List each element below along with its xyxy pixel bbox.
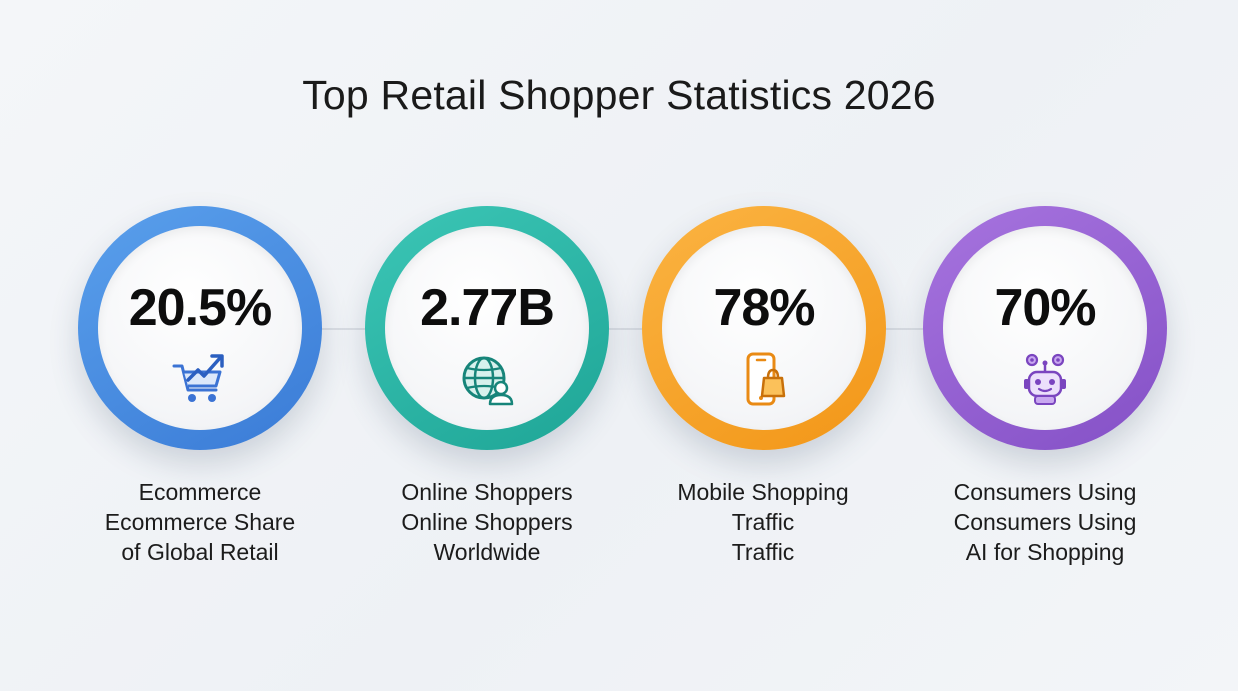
ai-robot-gears-icon <box>1015 350 1075 410</box>
stat-circle-inner: 20.5% <box>98 226 302 430</box>
stat-circle-ecommerce-share: 20.5% <box>78 206 322 450</box>
mobile-shopping-bag-icon <box>734 350 794 410</box>
stat-value: 70% <box>994 279 1096 337</box>
stat-circle-online-shoppers: 2.77B <box>365 206 609 450</box>
globe-user-icon <box>457 350 517 410</box>
stat-circle-mobile-traffic: 78% <box>642 206 886 450</box>
shopping-cart-growth-icon <box>170 350 230 410</box>
stat-label-online-shoppers: Online Shoppers Online Shoppers Worldwid… <box>401 479 573 565</box>
stat-circle-inner: 78% <box>662 226 866 430</box>
connector-line-1 <box>320 328 378 330</box>
stat-label-ecommerce-share: Ecommerce Ecommerce Share of Global Reta… <box>104 479 296 565</box>
stat-value: 78% <box>713 279 815 337</box>
stat-value: 2.77B <box>420 279 555 337</box>
page-title: Top Retail Shopper Statistics 2026 <box>302 72 936 118</box>
connector-line-2 <box>596 328 654 330</box>
stat-circle-inner: 2.77B <box>385 226 589 430</box>
stat-value: 20.5% <box>128 279 272 337</box>
stat-circle-ai-shopping: 70% <box>923 206 1167 450</box>
stat-circle-inner: 70% <box>943 226 1147 430</box>
stat-label-mobile-traffic: Mobile Shopping Traffic Traffic <box>677 479 849 565</box>
stat-label-ai-shopping: Consumers Using Consumers Using AI for S… <box>953 479 1137 565</box>
connector-line-3 <box>874 328 936 330</box>
